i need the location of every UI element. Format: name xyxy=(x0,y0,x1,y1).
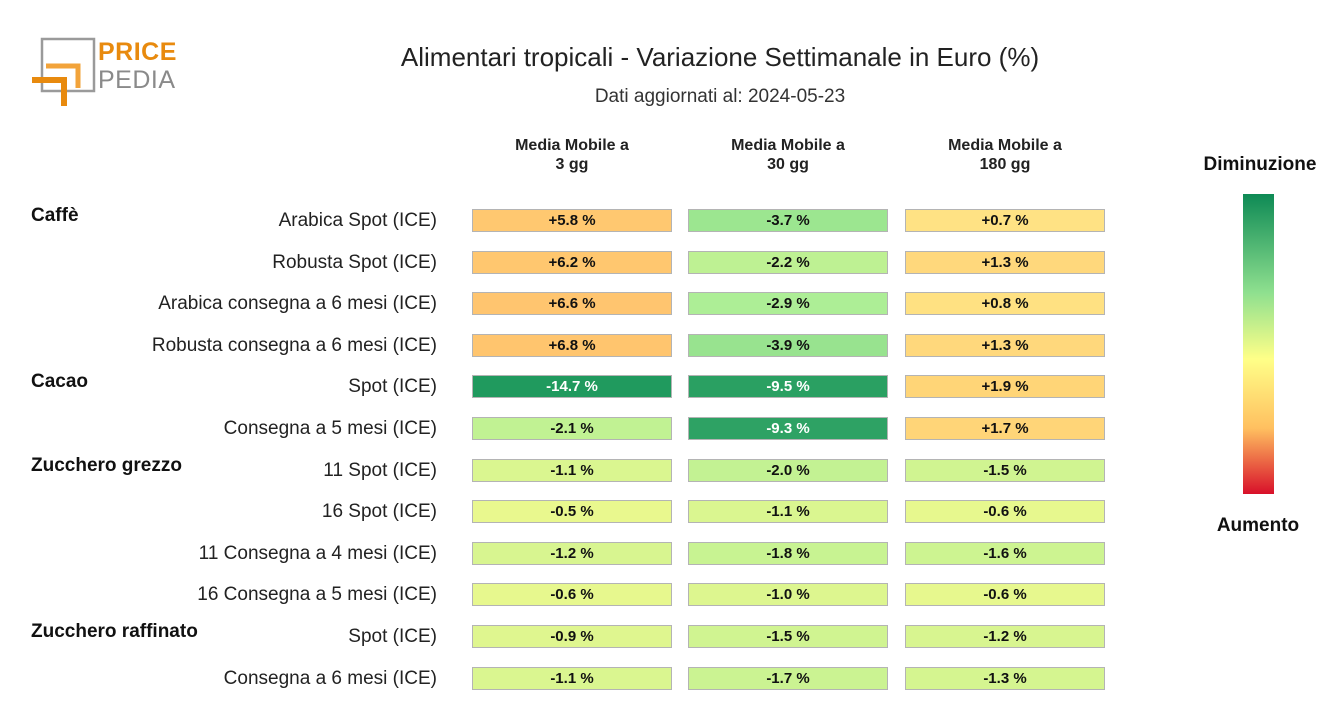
column-header: Media Mobile a 3 gg xyxy=(515,137,629,173)
heatmap-cell: -9.5 % xyxy=(688,375,888,399)
heatmap-cell: -1.2 % xyxy=(905,625,1105,648)
heatmap-cell: +1.3 % xyxy=(905,250,1105,274)
row-label: Robusta Spot (ICE) xyxy=(272,251,437,273)
legend-top-label: Diminuzione xyxy=(1203,154,1317,175)
heatmap-cell: +6.2 % xyxy=(472,250,672,274)
chart-subtitle: Dati aggiornati al: 2024-05-23 xyxy=(594,86,846,107)
heatmap-cell: -0.5 % xyxy=(472,500,672,524)
heatmap-cell: -1.3 % xyxy=(905,666,1105,690)
group-label: Zucchero raffinato xyxy=(31,621,198,642)
row-label: Spot (ICE) xyxy=(348,626,437,647)
heatmap-cell: -1.1 % xyxy=(472,666,672,690)
heatmap-cell: -9.3 % xyxy=(688,417,888,440)
heatmap-cell: -14.7 % xyxy=(472,375,672,399)
row-label: 11 Consegna a 4 mesi (ICE) xyxy=(198,542,437,564)
heatmap-cell: -1.2 % xyxy=(472,541,672,565)
group-label: Zucchero grezzo xyxy=(31,454,182,476)
heatmap-cell: -0.9 % xyxy=(472,625,672,648)
heatmap-cell: +0.7 % xyxy=(905,209,1105,232)
heatmap-cell: +6.8 % xyxy=(472,333,672,357)
column-header: Media Mobile a 30 gg xyxy=(731,137,845,173)
row-label: Robusta consegna a 6 mesi (ICE) xyxy=(151,334,437,356)
chart-title: Alimentari tropicali - Variazione Settim… xyxy=(400,42,1040,72)
heatmap-cell: -2.9 % xyxy=(688,292,888,316)
logo-word-price: PRICE xyxy=(98,38,177,66)
heatmap-cell: +5.8 % xyxy=(472,209,672,232)
row-label: Consegna a 5 mesi (ICE) xyxy=(223,418,437,439)
heatmap-cell: -1.6 % xyxy=(905,541,1105,565)
heatmap-cell: -2.1 % xyxy=(472,417,672,440)
heatmap-cell: -0.6 % xyxy=(905,500,1105,524)
heatmap-cell: -1.0 % xyxy=(688,583,888,607)
heatmap-cell: -2.0 % xyxy=(688,458,888,482)
heatmap-cell: -3.7 % xyxy=(688,209,888,232)
heatmap-cell: +1.9 % xyxy=(905,375,1105,399)
heatmap-cell: -1.1 % xyxy=(472,458,672,482)
row-label: Consegna a 6 mesi (ICE) xyxy=(223,667,437,689)
row-label: 11 Spot (ICE) xyxy=(323,459,437,481)
heatmap-cell: -1.5 % xyxy=(905,458,1105,482)
legend-bottom-label: Aumento xyxy=(1216,515,1300,536)
column-header: Media Mobile a 180 gg xyxy=(948,137,1062,173)
pricepedia-logo: PRICE PEDIA xyxy=(28,36,198,110)
row-label: Arabica Spot (ICE) xyxy=(278,210,437,231)
heatmap-cell: -1.7 % xyxy=(688,666,888,690)
heatmap-cell: -0.6 % xyxy=(905,583,1105,607)
heatmap-cell: -0.6 % xyxy=(472,583,672,607)
logo-mark-icon xyxy=(32,37,96,106)
heatmap-cell: +0.8 % xyxy=(905,292,1105,316)
heatmap-cell: -2.2 % xyxy=(688,250,888,274)
heatmap-cell: -3.9 % xyxy=(688,333,888,357)
heatmap-cell: -1.1 % xyxy=(688,500,888,524)
heatmap-cell: +6.6 % xyxy=(472,292,672,316)
heatmap-cell: +1.7 % xyxy=(905,417,1105,440)
logo-word-pedia: PEDIA xyxy=(98,66,176,94)
heatmap-cell: +1.3 % xyxy=(905,333,1105,357)
row-label: Spot (ICE) xyxy=(348,376,437,398)
group-label: Caffè xyxy=(31,205,79,226)
heatmap-cell: -1.8 % xyxy=(688,541,888,565)
heatmap-cell: -1.5 % xyxy=(688,625,888,648)
group-label: Cacao xyxy=(31,371,89,393)
legend-color-scale xyxy=(1243,194,1274,494)
row-label: Arabica consegna a 6 mesi (ICE) xyxy=(158,293,437,315)
row-label: 16 Consegna a 5 mesi (ICE) xyxy=(197,584,437,606)
row-label: 16 Spot (ICE) xyxy=(321,501,437,523)
